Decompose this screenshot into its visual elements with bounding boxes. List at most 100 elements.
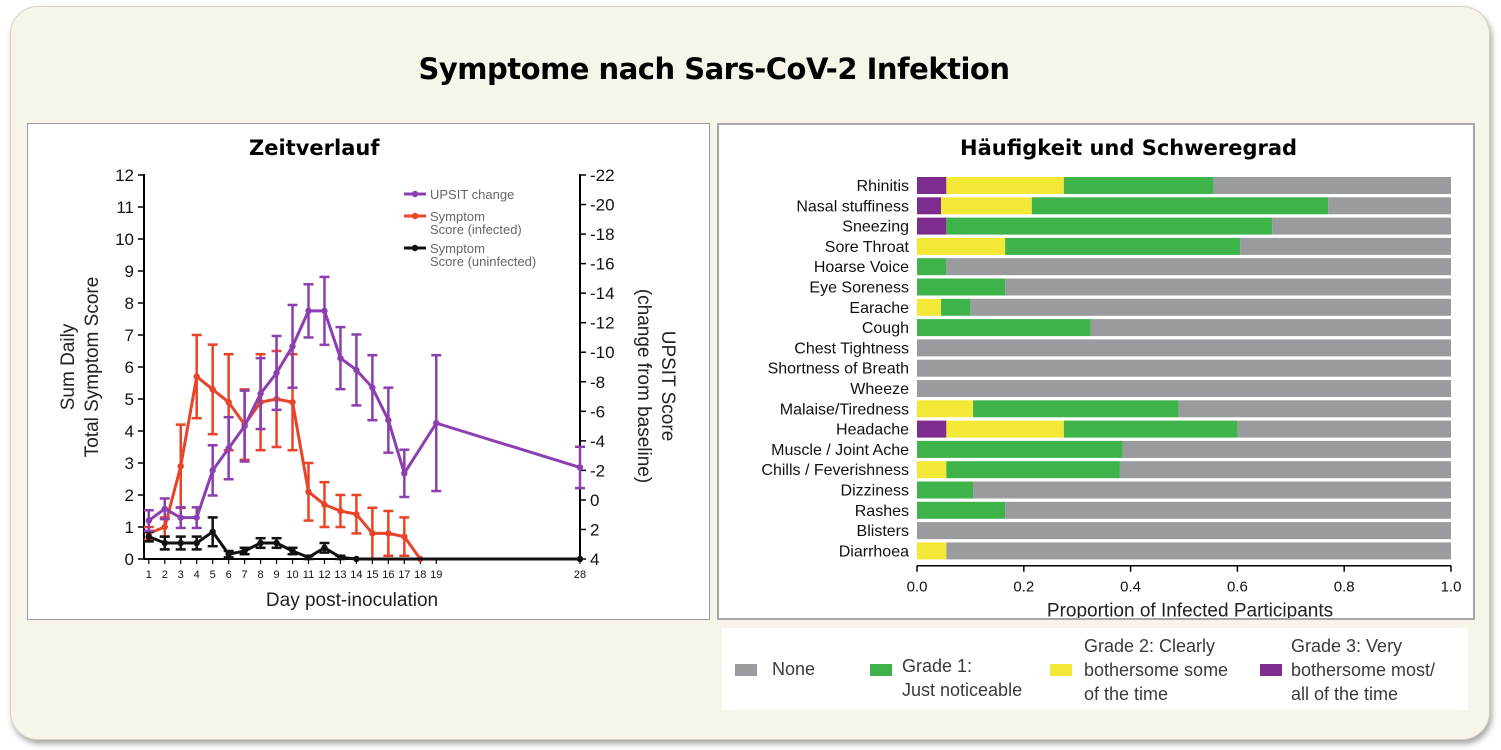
legend-label: UPSIT change: [430, 187, 514, 202]
upsit-change-point: [401, 470, 408, 477]
legend-label: Grade 1: Just noticeable: [902, 656, 1023, 700]
bar-segment: [946, 461, 1120, 479]
bar-segment: [946, 542, 1451, 560]
legend-swatch: [870, 664, 892, 676]
legend-marker: [411, 190, 419, 198]
x-tick-label: 8: [258, 569, 264, 581]
upsit-change-point: [209, 467, 216, 474]
upsit-change-point: [241, 422, 248, 430]
bar-segment: [917, 197, 942, 215]
bar-segment: [917, 177, 947, 194]
bar-segment: [1213, 177, 1451, 194]
upsit-change-point: [257, 390, 264, 397]
bar-segment: [1063, 420, 1238, 438]
x-tick-label: 3: [178, 569, 184, 581]
bar-segment: [917, 258, 947, 276]
bar-segment: [1122, 440, 1451, 458]
bar-segment: [917, 339, 1451, 357]
legend-label: Grade 3: Very bothersome most/all of the …: [1291, 636, 1436, 704]
upsit-change-point: [385, 416, 392, 424]
legend-swatch: [1050, 664, 1072, 676]
y-tick-label: 9: [125, 262, 134, 281]
upsit-change-point: [353, 366, 360, 374]
legend-swatch: [1260, 664, 1282, 676]
y2-axis-label-line: UPSIT Score: [657, 331, 678, 442]
right-chart-title: Häufigkeit und Schweregrad: [960, 136, 1298, 160]
x-tick-label: 0.4: [1120, 579, 1141, 596]
symptom-score-uninfected-point: [177, 539, 184, 547]
category-label: Rashes: [855, 503, 909, 520]
y2-axis-label: UPSIT Score(change from baseline): [633, 289, 678, 483]
bar-segment: [1178, 400, 1451, 418]
category-label: Nasal stuffiness: [796, 198, 909, 215]
y-axis-label: Sum Daily Total Symptom Score: [58, 277, 103, 458]
x-tick-label: 13: [334, 569, 346, 581]
y2-tick-label: -20: [590, 196, 615, 215]
y2-axis-label-line: (change from baseline): [633, 289, 654, 483]
x-tick-label: 1: [146, 569, 152, 581]
upsit-change-point: [225, 445, 232, 452]
bar-segment: [917, 237, 1006, 255]
y-tick-label: 12: [115, 166, 134, 185]
y-tick-label: 1: [125, 518, 134, 537]
category-label: Shortness of Breath: [768, 361, 909, 378]
category-label: Blisters: [857, 523, 909, 540]
symptom-score-uninfected-point: [257, 539, 264, 547]
category-label: Wheeze: [850, 381, 909, 398]
bar-segment: [917, 440, 1123, 458]
bar-segment: [917, 400, 974, 418]
bar-segment: [1005, 237, 1241, 255]
category-label: Cough: [862, 320, 909, 337]
legend-label: Grade 2: Clearly bothersome some of the ti…: [1084, 636, 1229, 704]
symptom-score-infected-point: [305, 488, 312, 495]
y2-tick-label: -22: [590, 166, 615, 185]
x-tick-label: 11: [303, 569, 314, 581]
bar-segment: [1119, 461, 1451, 479]
y2-tick-label: -18: [590, 225, 615, 244]
x-tick-label: 9: [273, 569, 279, 581]
bar-segment: [1237, 420, 1451, 438]
x-tick-label: 12: [318, 569, 330, 581]
category-label: Eye Soreness: [809, 280, 909, 297]
upsit-change-point: [337, 354, 344, 362]
y2-tick-label: -2: [590, 461, 605, 480]
bar-segment: [1328, 197, 1451, 215]
symptom-score-uninfected-point: [576, 555, 584, 563]
legend-marker: [411, 244, 419, 252]
bar-segment: [917, 298, 942, 316]
y-tick-label: 10: [115, 230, 134, 249]
bar-segment: [1031, 197, 1329, 215]
legend-swatch: [735, 664, 757, 676]
bar-segment: [917, 481, 974, 499]
y-tick-label: 6: [125, 358, 134, 377]
y2-tick-label: -16: [590, 255, 615, 274]
symptom-score-uninfected-point: [353, 555, 360, 563]
legend-label: None: [772, 659, 816, 679]
symptom-score-infected-point: [369, 530, 376, 537]
category-label: Hoarse Voice: [814, 259, 909, 276]
upsit-change-point: [161, 505, 168, 512]
left-chart-panel: [27, 123, 710, 620]
upsit-change-point: [369, 384, 376, 391]
symptom-score-uninfected-point: [241, 547, 248, 555]
bar-segment: [970, 298, 1451, 316]
y2-tick-label: -8: [590, 373, 605, 392]
x-tick-label: 16: [382, 569, 394, 581]
symptom-score-infected-point: [161, 523, 168, 531]
y2-tick-label: -6: [590, 402, 605, 421]
x-tick-label: 0.0: [907, 579, 928, 596]
bar-segment: [946, 258, 1451, 276]
y-axis-label-line: Total Symptom Score: [82, 277, 103, 458]
symptom-score-infected-point: [321, 501, 328, 508]
bar-segment: [917, 319, 1091, 337]
category-label: Earache: [849, 300, 909, 317]
upsit-change-point: [145, 517, 152, 524]
y2-tick-label: -12: [590, 314, 615, 333]
bar-segment: [917, 420, 947, 438]
symptom-score-uninfected-point: [273, 539, 280, 547]
bar-legend: [722, 628, 1468, 710]
symptom-frequency-chart: Rhinitis Nasal stuffiness Sneezing Sore Thr…: [761, 177, 1461, 618]
y-tick-label: 11: [116, 198, 134, 217]
symptom-score-uninfected-point: [337, 554, 344, 561]
bar-segment: [917, 380, 1451, 397]
